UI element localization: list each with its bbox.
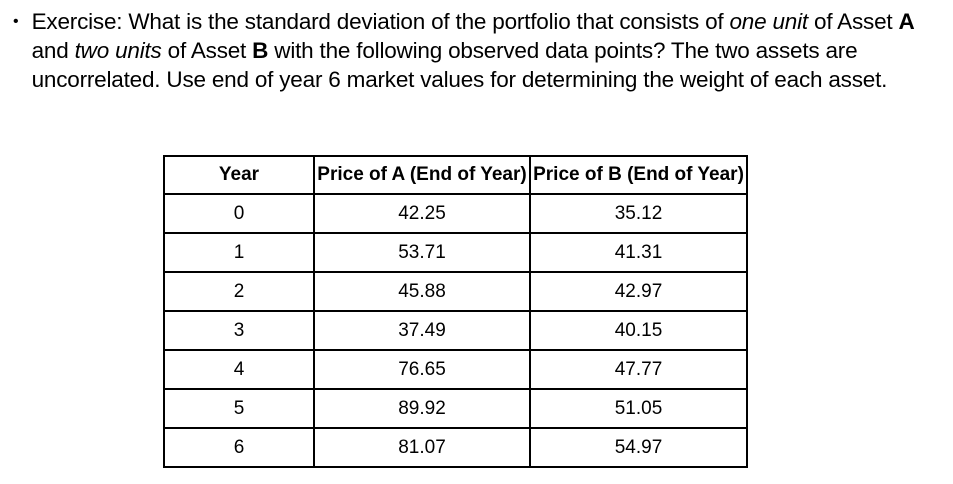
table-row: 6 81.07 54.97 xyxy=(163,427,748,468)
cell-price-a: 53.71 xyxy=(313,232,531,273)
table-row: 4 76.65 47.77 xyxy=(163,349,748,390)
exercise-segment-asset-a: A xyxy=(898,9,915,34)
table-header-row: Year Price of A (End of Year) Price of B… xyxy=(163,155,748,195)
table-row: 2 45.88 42.97 xyxy=(163,271,748,312)
exercise-segment: with the following observed data points?… xyxy=(31,38,888,92)
cell-price-a: 76.65 xyxy=(313,349,531,390)
bullet-icon: • xyxy=(13,13,19,30)
cell-price-b: 42.97 xyxy=(529,271,748,312)
cell-price-a: 45.88 xyxy=(313,271,531,312)
exercise-segment-asset-b: B xyxy=(252,38,269,63)
table-row: 5 89.92 51.05 xyxy=(163,388,748,429)
cell-price-b: 40.15 xyxy=(529,310,748,351)
cell-price-b: 47.77 xyxy=(529,349,748,390)
exercise-segment-emphasis: one unit xyxy=(729,9,808,34)
cell-price-a: 89.92 xyxy=(313,388,531,429)
col-header-price-a: Price of A (End of Year) xyxy=(313,155,531,195)
exercise-segment: of Asset xyxy=(161,38,253,63)
exercise-bullet-item: • Exercise: What is the standard deviati… xyxy=(13,7,934,94)
prices-table: Year Price of A (End of Year) Price of B… xyxy=(163,155,748,468)
exercise-text: Exercise: What is the standard deviation… xyxy=(32,7,934,94)
cell-price-a: 81.07 xyxy=(313,427,531,468)
cell-price-b: 41.31 xyxy=(529,232,748,273)
cell-year: 4 xyxy=(163,349,315,390)
col-header-year: Year xyxy=(163,155,315,195)
cell-price-a: 37.49 xyxy=(313,310,531,351)
cell-year: 3 xyxy=(163,310,315,351)
cell-year: 2 xyxy=(163,271,315,312)
cell-price-b: 54.97 xyxy=(529,427,748,468)
cell-year: 0 xyxy=(163,193,315,234)
table-row: 1 53.71 41.31 xyxy=(163,232,748,273)
cell-year: 1 xyxy=(163,232,315,273)
table-row: 0 42.25 35.12 xyxy=(163,193,748,234)
exercise-segment: and xyxy=(31,38,75,63)
exercise-segment: Exercise: What is the standard deviation… xyxy=(31,9,730,34)
table-row: 3 37.49 40.15 xyxy=(163,310,748,351)
cell-price-b: 51.05 xyxy=(529,388,748,429)
cell-year: 5 xyxy=(163,388,315,429)
cell-price-a: 42.25 xyxy=(313,193,531,234)
exercise-segment-emphasis: two units xyxy=(74,38,162,63)
cell-price-b: 35.12 xyxy=(529,193,748,234)
col-header-price-b: Price of B (End of Year) xyxy=(529,155,748,195)
exercise-segment: of Asset xyxy=(807,9,899,34)
cell-year: 6 xyxy=(163,427,315,468)
